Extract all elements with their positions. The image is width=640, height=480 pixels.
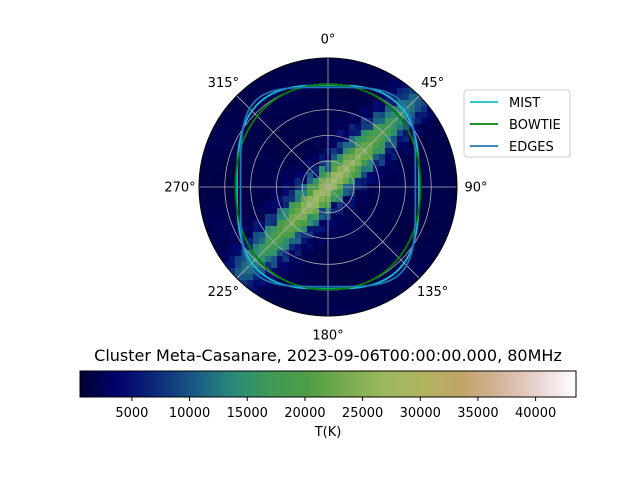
polar-axes: 0° 45° 90° 135° 180° 225° 270° 315° [164,33,487,344]
angle-tick-label: 180° [312,329,343,344]
colorbar-tick-label: 15000 [227,406,268,421]
angle-tick-labels: 0° 45° 90° 135° 180° 225° 270° 315° [164,33,487,344]
legend-label: EDGES [509,140,554,155]
colorbar-ticks: 5000 10000 15000 20000 25000 30000 35000 40000 [115,397,556,421]
colorbar-tick-label: 25000 [342,406,383,421]
colorbar-tick-label: 40000 [515,406,556,421]
legend-frame [463,89,571,158]
beam-contour-bowtie [234,83,422,291]
angle-tick-label: 45° [421,76,444,91]
legend-label: MIST [509,96,540,111]
angle-tick-label: 270° [164,181,195,196]
beam-contour-edges [239,86,417,288]
colorbar-gradient [79,370,577,398]
angle-tick-label: 135° [417,285,448,300]
colorbar-tick-label: 30000 [400,406,441,421]
angle-tick-label: 225° [208,285,239,300]
chart-title: Cluster Meta-Casanare, 2023-09-06T00:00:… [94,346,562,365]
colorbar-tick-label: 5000 [115,406,148,421]
colorbar-label: T(K) [314,425,342,440]
beam-contours [234,83,422,291]
angle-tick-label: 0° [321,33,336,48]
colorbar: 5000 10000 15000 20000 25000 30000 35000 40000 … [79,370,577,440]
beam-contour-mist [236,84,420,290]
angle-tick-label: 315° [208,76,239,91]
legend: MIST BOWTIE EDGES [463,89,571,158]
colorbar-tick-label: 10000 [169,406,210,421]
legend-label: BOWTIE [509,118,561,133]
colorbar-tick-label: 35000 [457,406,498,421]
colorbar-tick-label: 20000 [284,406,325,421]
angle-tick-label: 90° [464,181,487,196]
polar-frame [198,57,458,317]
